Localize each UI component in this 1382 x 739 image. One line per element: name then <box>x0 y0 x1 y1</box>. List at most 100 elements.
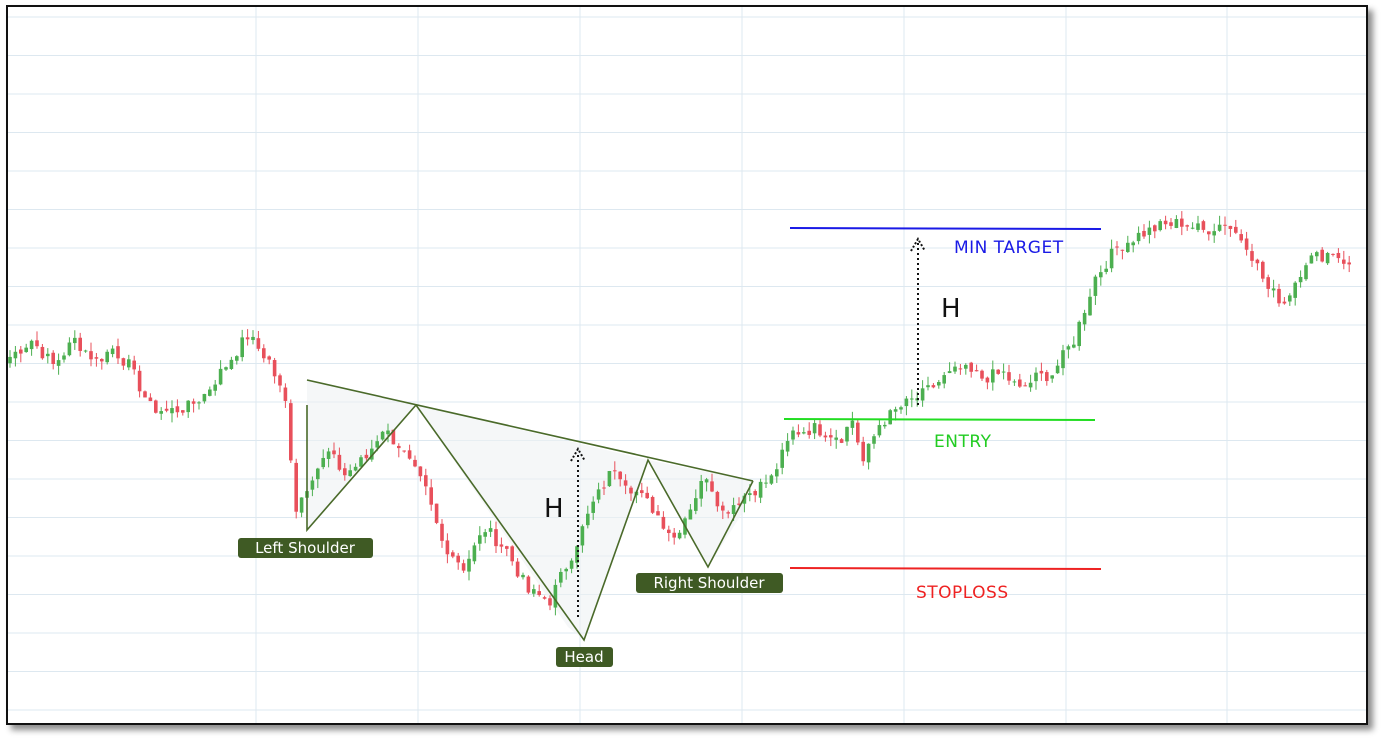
height-arrowhead-left <box>570 447 586 462</box>
candle-down <box>343 468 347 476</box>
candle-up <box>386 430 390 435</box>
candle-up <box>591 501 595 513</box>
candle-down <box>1277 288 1281 304</box>
candle-up <box>1325 252 1330 264</box>
candle-up <box>488 528 493 532</box>
candle-up <box>802 432 806 434</box>
candle-down <box>364 454 369 459</box>
candle-up <box>1109 248 1114 269</box>
candle-down <box>35 340 39 347</box>
candle-down <box>505 546 509 549</box>
candle-down <box>1336 252 1341 259</box>
candle-down <box>650 496 655 513</box>
candle-up <box>1315 252 1319 257</box>
candle-down <box>100 358 104 362</box>
height-label-right: H <box>941 294 961 324</box>
candle-down <box>418 466 423 477</box>
candle-up <box>1174 219 1179 228</box>
candle-up <box>947 371 952 374</box>
candle-up <box>596 489 601 500</box>
candle-down <box>931 385 936 388</box>
candle-down <box>148 397 153 402</box>
candle-down <box>283 387 288 401</box>
candle-down <box>116 346 120 359</box>
height-label-left: H <box>544 494 564 524</box>
candle-up <box>888 410 892 425</box>
candle-up <box>780 449 784 468</box>
candle-up <box>521 574 525 578</box>
candle-up <box>348 470 352 477</box>
candle-up <box>224 367 228 370</box>
candle-down <box>1023 385 1027 387</box>
candle-down <box>1250 251 1254 261</box>
candle-down <box>537 591 541 596</box>
candle-down <box>737 503 741 505</box>
candle-up <box>316 468 320 480</box>
min-target-label: MIN TARGET <box>954 238 1064 258</box>
candle-up <box>208 389 212 396</box>
candle-up <box>1158 221 1162 231</box>
grid <box>8 7 1366 723</box>
candle-up <box>1061 350 1065 369</box>
candle-up <box>1055 365 1060 374</box>
candle-down <box>1018 379 1022 387</box>
candle-down <box>753 491 757 496</box>
candle-up <box>532 589 536 594</box>
candle-up <box>575 546 579 563</box>
candle-down <box>1153 225 1157 232</box>
candle-up <box>83 350 88 352</box>
candle-up <box>67 342 72 356</box>
candle-up <box>29 340 34 350</box>
candle-up <box>197 402 201 404</box>
candle-down <box>332 450 336 455</box>
candle-down <box>1115 246 1119 248</box>
candle-down <box>89 351 93 360</box>
candle-down <box>1255 259 1260 264</box>
candle-up <box>375 441 379 448</box>
candle-down <box>451 552 455 557</box>
candle-down <box>94 357 99 359</box>
candle-up <box>748 493 752 496</box>
candle-down <box>40 346 45 359</box>
stoploss-line <box>789 567 1102 570</box>
candle-up <box>380 431 385 440</box>
candle-down <box>1120 249 1125 251</box>
candle-down <box>661 516 666 529</box>
candle-up <box>834 437 838 440</box>
candle-down <box>856 422 860 443</box>
candle-down <box>1261 261 1265 279</box>
candle-up <box>353 466 358 471</box>
candle-down <box>181 410 185 413</box>
candle-down <box>1045 372 1049 382</box>
candle-down <box>823 435 828 438</box>
candle-up <box>218 368 223 385</box>
candle-down <box>1282 301 1287 304</box>
candle-down <box>1180 218 1184 227</box>
candle-up <box>62 355 66 360</box>
candle-down <box>515 561 520 577</box>
candle-up <box>1077 321 1081 347</box>
candle-up <box>1093 276 1098 296</box>
candle-up <box>8 356 12 364</box>
candle-down <box>613 470 617 472</box>
candle-down <box>818 424 822 436</box>
candle-up <box>1304 265 1308 280</box>
candle-down <box>278 375 282 386</box>
candle-up <box>586 513 590 526</box>
candle-up <box>1298 276 1303 283</box>
candle-up <box>764 482 768 484</box>
pattern-overlay <box>307 380 753 640</box>
candle-up <box>1217 224 1222 231</box>
candle-up <box>235 356 239 361</box>
candles <box>8 211 1351 616</box>
candle-up <box>251 336 255 341</box>
candle-down <box>980 370 984 379</box>
candle-up <box>213 384 217 391</box>
candle-down <box>456 555 460 563</box>
chart-svg: H H MIN TARGET ENTRY STOPLOSS Left Shoul… <box>8 7 1366 723</box>
candle-up <box>964 364 968 369</box>
candle-up <box>899 407 903 410</box>
candle-down <box>1201 221 1206 230</box>
candle-down <box>132 360 136 370</box>
candle-up <box>866 443 871 463</box>
